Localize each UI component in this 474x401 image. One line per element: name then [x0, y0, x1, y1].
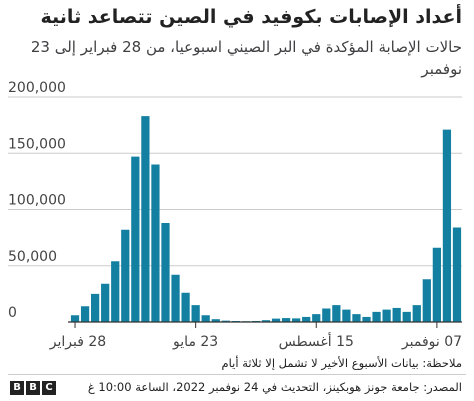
bar — [181, 292, 190, 322]
bar — [211, 319, 220, 322]
bar — [392, 307, 401, 322]
bbc-logo: B B C — [10, 381, 56, 395]
y-tick-label: 50,000 — [8, 249, 57, 265]
y-tick-label: 100,000 — [8, 193, 66, 209]
bar — [442, 129, 452, 322]
bar — [221, 320, 230, 322]
bar — [412, 305, 421, 322]
footer-divider — [8, 374, 466, 375]
bar — [432, 247, 441, 322]
grid-lines — [8, 96, 462, 267]
chart-subtitle: حالات الإصابة المؤكدة في البر الصيني اسب… — [30, 38, 462, 78]
x-tick-label: 07 نوفمبر — [401, 334, 462, 350]
bar — [141, 116, 150, 322]
bbc-logo-letter-3: C — [42, 381, 56, 395]
bars — [70, 116, 462, 322]
bar — [292, 318, 301, 322]
x-tick-label: 15 أغسطس — [279, 332, 354, 350]
bar — [452, 227, 462, 322]
source-line: المصدر: جامعة جونز هوبكينز، التحديث في 2… — [87, 380, 462, 394]
bar — [372, 311, 381, 322]
bar — [362, 316, 371, 322]
bar — [271, 318, 281, 322]
bbc-logo-letter-2: B — [26, 381, 40, 395]
y-tick-label: 150,000 — [8, 136, 66, 152]
x-axis: 28 فبراير 23 مايو 15 أغسطس 07 نوفمبر — [49, 321, 462, 350]
bar — [151, 164, 160, 322]
bar — [332, 305, 341, 322]
footnote: ملاحظة: بيانات الأسبوع الأخير لا تشمل إل… — [221, 356, 462, 370]
bar — [80, 306, 90, 322]
bar — [382, 309, 391, 322]
bar — [402, 311, 411, 322]
bar — [101, 283, 110, 322]
bar — [352, 314, 361, 322]
bar — [342, 309, 351, 322]
bar — [161, 223, 170, 322]
bar — [70, 315, 80, 322]
y-tick-label: 0 — [8, 305, 17, 321]
chart-title: أعداد الإصابات بكوفيد في الصين تتصاعد ثا… — [40, 6, 462, 28]
bbc-logo-letter-1: B — [10, 381, 24, 395]
x-tick-label: 23 مايو — [172, 334, 218, 350]
bar — [191, 305, 200, 322]
bar — [171, 274, 180, 322]
x-tick-label: 28 فبراير — [49, 334, 106, 350]
y-tick-label: 200,000 — [8, 80, 66, 96]
bar — [91, 293, 100, 322]
y-axis-labels: 0 50,000 100,000 150,000 200,000 — [8, 80, 66, 321]
bar — [422, 279, 431, 322]
bar — [121, 229, 130, 322]
bar — [111, 261, 120, 322]
bar — [302, 316, 311, 322]
bar — [261, 320, 271, 322]
bar — [131, 156, 140, 322]
bar — [201, 315, 210, 322]
bar — [281, 318, 291, 322]
bar — [322, 308, 331, 322]
bar — [312, 314, 321, 322]
